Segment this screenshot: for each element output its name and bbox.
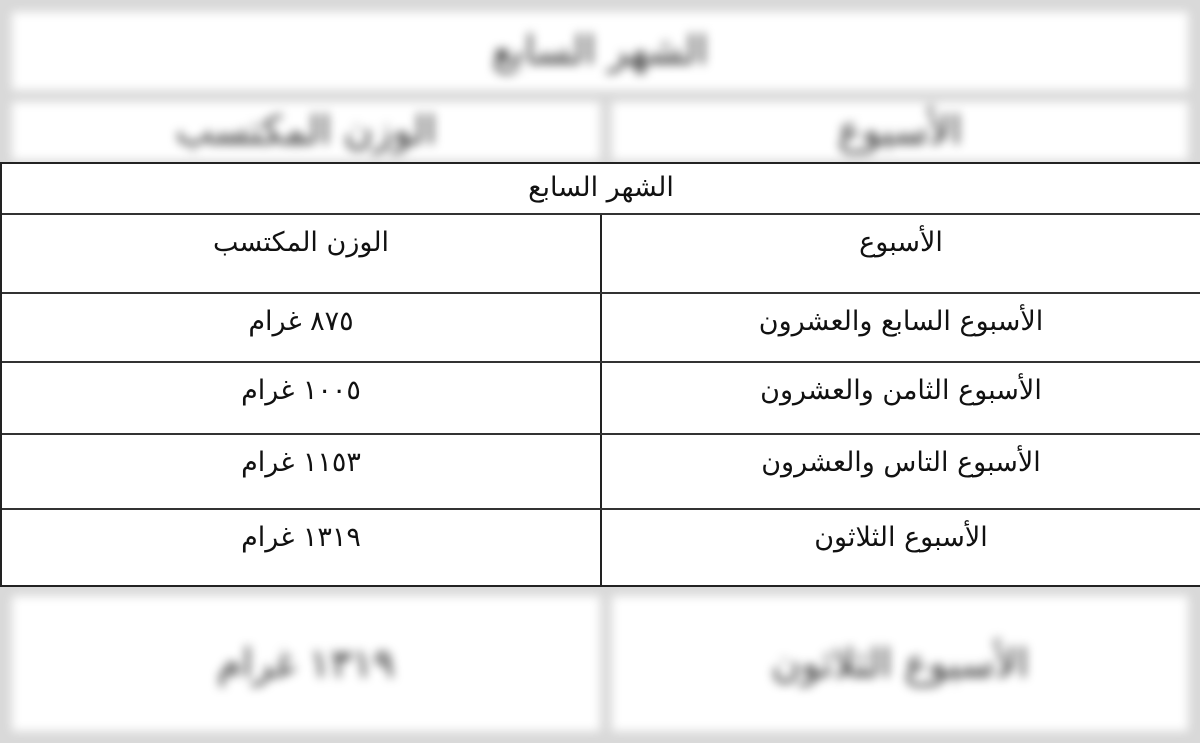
table-row: الأسبوع التاس والعشرون ١١٥٣ غرام (2, 433, 1200, 508)
header-week: الأسبوع (859, 227, 943, 258)
header-row: الأسبوع الوزن المكتسب (2, 213, 1200, 292)
blurred-row-weight: ١٣١٩ غرام (12, 596, 600, 731)
title-row: الشهر السابع (2, 164, 1200, 213)
blurred-title: الشهر السابع (12, 12, 1188, 90)
week-cell: الأسبوع التاس والعشرون (761, 447, 1041, 478)
table-title: الشهر السابع (528, 172, 674, 203)
week-cell: الأسبوع السابع والعشرون (758, 306, 1044, 337)
week-cell: الأسبوع الثلاثون (814, 522, 988, 553)
blurred-header-weight: الوزن المكتسب (12, 102, 600, 160)
week-cell: الأسبوع الثامن والعشرون (760, 375, 1042, 406)
blurred-header-week: الأسبوع (612, 102, 1188, 160)
weight-cell: ٨٧٥ غرام (2, 294, 602, 361)
weight-table: الشهر السابع الأسبوع الوزن المكتسب الأسب… (0, 162, 1200, 587)
table-row: الأسبوع الثلاثون ١٣١٩ غرام (2, 508, 1200, 585)
weight-cell: ١٠٠٥ غرام (2, 363, 602, 433)
weight-cell: ١١٥٣ غرام (2, 435, 602, 508)
blurred-row-week: الأسبوع الثلاثون (612, 596, 1188, 731)
table-row: الأسبوع السابع والعشرون ٨٧٥ غرام (2, 292, 1200, 361)
weight-cell: ١٣١٩ غرام (2, 510, 602, 585)
header-weight: الوزن المكتسب (2, 215, 602, 292)
table-row: الأسبوع الثامن والعشرون ١٠٠٥ غرام (2, 361, 1200, 433)
